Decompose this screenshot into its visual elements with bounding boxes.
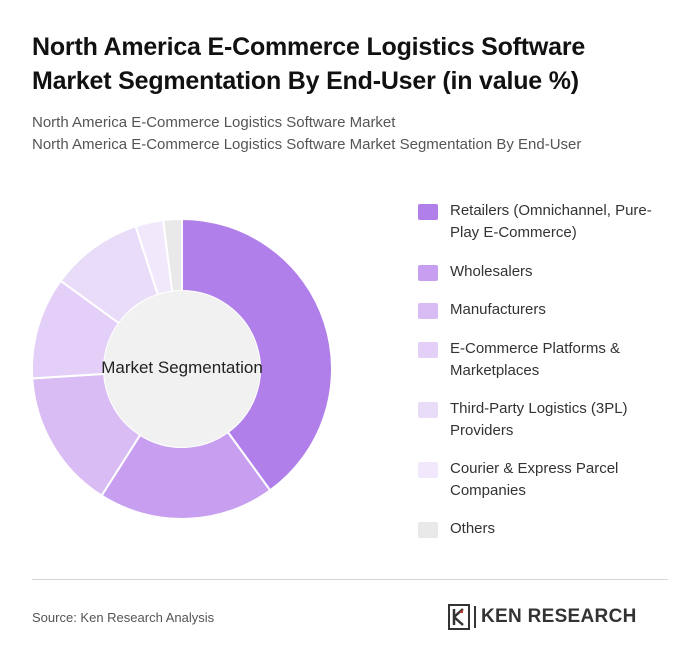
source-note: Source: Ken Research Analysis — [32, 610, 215, 625]
legend-label: Others — [450, 520, 496, 537]
legend-label: Wholesalers — [450, 263, 533, 280]
legend-swatch — [418, 522, 438, 538]
legend-label: Courier & Express Parcel Companies — [450, 460, 619, 499]
legend-label: Manufacturers — [450, 301, 546, 318]
legend-label: Third-Party Logistics (3PL) Providers — [450, 400, 628, 439]
legend-swatch — [418, 265, 438, 281]
legend-swatch — [418, 303, 438, 319]
chart-legend: Retailers (Omnichannel, Pure-Play E-Comm… — [418, 200, 678, 540]
chart-title: North America E-Commerce Logistics Softw… — [32, 33, 586, 95]
legend-label: Retailers (Omnichannel, Pure-Play E-Comm… — [450, 202, 652, 241]
legend-item: Third-Party Logistics (3PL) Providers — [418, 398, 678, 442]
legend-item: Wholesalers — [418, 261, 678, 283]
donut-chart — [31, 217, 333, 520]
brand-logo: KEN RESEARCH — [448, 604, 637, 630]
legend-label: E-Commerce Platforms & Marketplaces — [450, 340, 621, 379]
legend-swatch — [418, 462, 438, 478]
subtitle-line-2: North America E-Commerce Logistics Softw… — [32, 136, 582, 153]
legend-swatch — [418, 402, 438, 418]
legend-item: Retailers (Omnichannel, Pure-Play E-Comm… — [418, 200, 678, 244]
legend-swatch — [418, 204, 438, 220]
legend-item: Others — [418, 518, 678, 540]
legend-item: Manufacturers — [418, 299, 678, 321]
donut-center-label: Market Segmentation — [101, 358, 263, 377]
subtitle-line-1: North America E-Commerce Logistics Softw… — [32, 114, 396, 131]
legend-item: E-Commerce Platforms & Marketplaces — [418, 338, 678, 382]
ken-research-logo-icon — [448, 604, 470, 630]
brand-separator — [474, 606, 476, 628]
chart-subtitle: North America E-Commerce Logistics Softw… — [32, 112, 672, 156]
donut-hole — [104, 291, 260, 447]
brand-name: KEN RESEARCH — [481, 606, 637, 627]
legend-item: Courier & Express Parcel Companies — [418, 458, 678, 502]
footer-divider — [32, 579, 668, 580]
legend-swatch — [418, 342, 438, 358]
